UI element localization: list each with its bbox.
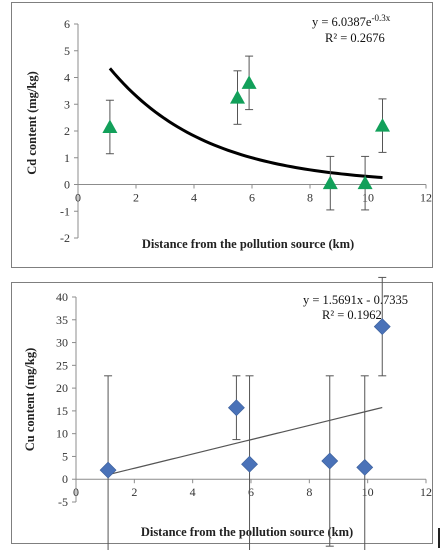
x-tick-label: 0 <box>75 191 81 205</box>
y-tick-label: 2 <box>64 124 70 138</box>
data-point-diamond <box>227 399 245 417</box>
y-tick-label: 5 <box>62 449 68 463</box>
y-tick-label: 30 <box>56 336 68 350</box>
trendline-equation: y = 1.5691x - 0.7335 <box>303 293 408 307</box>
y-tick-label: 0 <box>64 178 70 192</box>
x-tick-label: 0 <box>73 485 79 499</box>
y-tick-label: 5 <box>64 44 70 58</box>
cd-chart-panel: -2 -1 0 1 2 3 4 5 6 0 2 4 6 8 10 12 Distance from the po… <box>11 2 433 268</box>
r-squared-label: R² = 0.1962 <box>322 308 382 322</box>
data-point-triangle <box>357 175 373 190</box>
y-tick-label: 25 <box>56 358 68 372</box>
x-tick-label: 2 <box>133 191 139 205</box>
y-tick-label: -1 <box>60 204 70 218</box>
y-tick-label: 10 <box>56 427 68 441</box>
r-squared-label: R² = 0.2676 <box>325 31 385 45</box>
x-axis-label: Distance from the pollution source (km) <box>141 525 353 539</box>
data-point-diamond <box>99 461 117 479</box>
corner-mark <box>438 528 440 548</box>
x-tick-label: 2 <box>131 485 137 499</box>
trendline <box>108 67 383 180</box>
data-point-triangle <box>375 118 390 132</box>
trendline-equation-main: y = 6.0387e <box>312 15 372 29</box>
x-tick-label: 6 <box>248 485 254 499</box>
y-tick-label: 1 <box>64 151 70 165</box>
y-axis-label: Cu content (mg/kg) <box>23 348 37 451</box>
y-tick-label: 3 <box>64 97 70 111</box>
y-axis-label: Cd content (mg/kg) <box>25 71 39 174</box>
y-tick-label: 20 <box>56 381 68 395</box>
x-tick-label: 6 <box>249 191 255 205</box>
data-point-triangle <box>230 90 245 104</box>
trendline-equation: y = 6.0387e-0.3x <box>312 13 391 29</box>
data-point-triangle <box>241 75 257 89</box>
data-point-diamond <box>321 452 339 470</box>
data-point-triangle <box>322 175 338 190</box>
data-point-diamond <box>356 458 374 476</box>
y-tick-label: 6 <box>64 17 70 31</box>
y-tick-label: 4 <box>64 71 70 85</box>
data-point-diamond <box>241 455 258 473</box>
trendline-equation-exponent: -0.3x <box>371 13 390 23</box>
trendline-equation-main: y = 1.5691x - 0.7335 <box>303 293 408 307</box>
y-tick-label: 35 <box>56 313 68 327</box>
data-point-diamond <box>373 318 391 336</box>
x-axis-label: Distance from the pollution source (km) <box>142 237 354 251</box>
cu-chart-panel: -5 0 5 10 15 20 25 30 35 40 0 2 4 6 8 10 12 Distance from… <box>11 276 433 550</box>
x-tick-label: 4 <box>190 485 196 499</box>
cu-chart: -5 0 5 10 15 20 25 30 35 40 0 2 4 6 8 10 12 Distance from… <box>23 276 432 550</box>
x-tick-label: 4 <box>191 191 197 205</box>
x-tick-label: 8 <box>306 485 312 499</box>
x-tick-label: 12 <box>420 191 432 205</box>
y-tick-label: -2 <box>60 231 70 245</box>
x-tick-label: 10 <box>362 485 374 499</box>
x-tick-label: 10 <box>362 191 374 205</box>
y-tick-label: 0 <box>62 472 68 486</box>
trendline <box>107 406 383 476</box>
y-tick-label: 40 <box>56 290 68 304</box>
x-tick-label: 12 <box>420 485 432 499</box>
y-tick-label: -5 <box>58 495 68 509</box>
data-point-triangle <box>102 119 118 133</box>
x-tick-label: 8 <box>307 191 313 205</box>
y-tick-label: 15 <box>56 404 68 418</box>
